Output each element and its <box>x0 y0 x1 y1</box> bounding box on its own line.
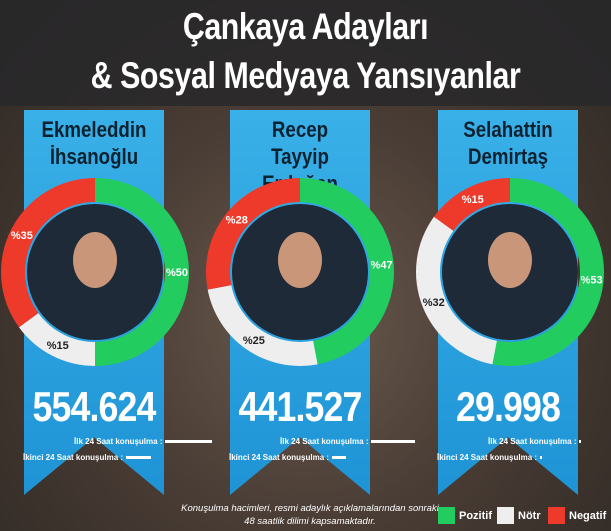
slice-label: %25 <box>243 335 265 347</box>
donut-slice-nötr <box>415 216 497 365</box>
legend-swatch <box>438 507 455 524</box>
donut-slice-pozitif <box>95 178 189 366</box>
volume-label: İlk 24 Saat konuşulma : <box>74 437 163 446</box>
donut-slice-negatif <box>1 178 95 328</box>
volume-bar <box>371 440 415 443</box>
volume-row-ilk: İlk 24 Saat konuşulma : <box>280 437 415 446</box>
footnote: Konuşulma hacimleri, resmi adaylık açıkl… <box>181 503 439 527</box>
volume-label: İkinci 24 Saat konuşulma : <box>437 453 538 462</box>
volume-bar <box>540 456 543 459</box>
donut-slice-pozitif <box>492 177 604 366</box>
slice-label: %15 <box>47 340 69 352</box>
volume-label: İlk 24 Saat konuşulma : <box>488 437 577 446</box>
legend-pozitif: Pozitif <box>438 507 492 524</box>
donut-slice-negatif <box>205 178 300 290</box>
legend-swatch <box>548 507 565 524</box>
legend-swatch <box>497 507 514 524</box>
volume-row-ilk: İlk 24 Saat konuşulma : <box>488 437 582 446</box>
slice-label: %32 <box>423 297 445 309</box>
volume-bar <box>332 456 347 459</box>
candidate-name: Selahattin Demirtaş <box>463 117 553 169</box>
volume-bar <box>165 440 213 443</box>
slice-label: %53 <box>581 275 603 287</box>
candidate-face <box>488 232 532 288</box>
slice-label: %47 <box>371 259 393 271</box>
volume-label: İlk 24 Saat konuşulma : <box>280 437 369 446</box>
title-line-1: Çankaya Adayları <box>182 6 429 47</box>
total-mentions: 441.527 <box>238 383 362 430</box>
donut-slice-pozitif <box>300 178 394 365</box>
donut-slice-nötr <box>18 313 96 366</box>
slice-label: %50 <box>166 267 188 279</box>
legend-negatif: Negatif <box>548 507 606 524</box>
title-line-2: & Sosyal Medyaya Yansıyanlar <box>90 55 521 96</box>
donut-slice-negatif <box>433 178 510 231</box>
slice-label: %35 <box>11 230 33 242</box>
volume-row-ilk: İlk 24 Saat konuşulma : <box>74 437 213 446</box>
legend-notr: Nötr <box>497 507 541 524</box>
volume-label: İkinci 24 Saat konuşulma : <box>23 453 124 462</box>
slice-label: %28 <box>226 215 248 227</box>
candidate-face <box>278 232 322 288</box>
total-mentions: 554.624 <box>32 383 156 430</box>
volume-row-ikinci: İkinci 24 Saat konuşulma : <box>23 453 151 462</box>
header-band <box>0 0 611 106</box>
volume-row-ikinci: İkinci 24 Saat konuşulma : <box>229 453 347 462</box>
volume-label: İkinci 24 Saat konuşulma : <box>229 453 330 462</box>
volume-bar <box>579 440 582 443</box>
candidate-face <box>73 232 117 288</box>
donut-slice-nötr <box>207 285 318 366</box>
total-mentions: 29.998 <box>455 383 561 430</box>
volume-bar <box>126 456 151 459</box>
candidate-name: Ekmeleddin İhsanoğlu <box>41 117 147 169</box>
slice-label: %15 <box>462 194 484 206</box>
volume-row-ikinci: İkinci 24 Saat konuşulma : <box>437 453 543 462</box>
